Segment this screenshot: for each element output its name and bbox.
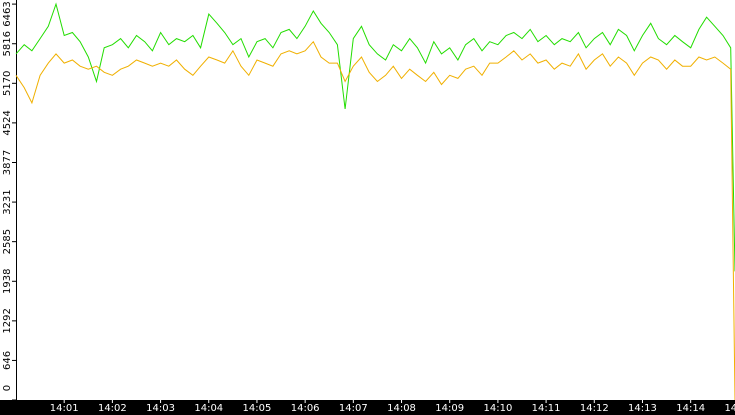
x-tick-label: 14:11 — [532, 403, 561, 414]
y-tick-label: 5170 — [2, 71, 13, 96]
y-tick-label: 2585 — [2, 229, 13, 254]
y-tick-label: 3877 — [2, 150, 13, 175]
y-tick-label: 4524 — [2, 110, 13, 135]
y-tick-label: 1938 — [2, 269, 13, 294]
x-tick-label: 14:06 — [291, 403, 320, 414]
y-tick-label: 5816 — [2, 31, 13, 56]
y-tick-label: 1292 — [2, 308, 13, 333]
x-tick-label: 14:13 — [628, 403, 657, 414]
y-tick-label: 0 — [2, 385, 13, 391]
x-tick-label: 14:07 — [339, 403, 368, 414]
x-tick-label: 14:03 — [146, 403, 175, 414]
x-tick-label: 14:15 — [724, 403, 735, 414]
x-tick-label: 14:12 — [580, 403, 609, 414]
series-line — [15, 40, 735, 401]
x-tick-label: 14:05 — [243, 403, 272, 414]
series-line — [15, 2, 735, 272]
y-tick-label: 6463 — [2, 1, 13, 26]
x-tick-label: 14:10 — [483, 403, 512, 414]
y-tick-label: 3231 — [2, 189, 13, 214]
x-tick-label: 14:01 — [50, 403, 79, 414]
x-tick-label: 14:09 — [435, 403, 464, 414]
x-tick-label: 14:02 — [98, 403, 127, 414]
x-axis-band — [0, 400, 735, 415]
y-tick-label: 646 — [2, 351, 13, 370]
x-tick-label: 14:04 — [194, 403, 223, 414]
x-tick-label: 14:08 — [387, 403, 416, 414]
x-tick-label: 14:14 — [676, 403, 705, 414]
